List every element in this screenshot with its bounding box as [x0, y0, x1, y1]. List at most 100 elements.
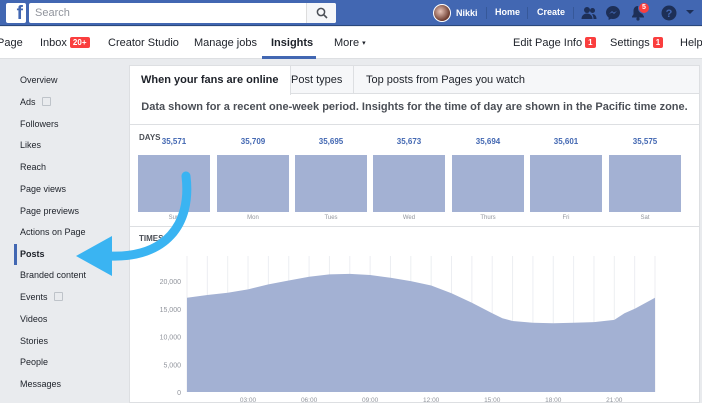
x-tick-label: 18:00 — [545, 397, 562, 402]
day-column[interactable]: 35,709 Mon — [217, 137, 289, 221]
day-bar — [452, 155, 524, 212]
sidebar-item-stories[interactable]: Stories — [20, 336, 49, 346]
divider — [573, 7, 574, 19]
sidebar-item-page-views[interactable]: Page views — [20, 184, 67, 194]
day-value: 35,673 — [396, 137, 422, 146]
sidebar-item-messages[interactable]: Messages — [20, 379, 62, 389]
tab-creator-studio[interactable]: Creator Studio — [108, 37, 179, 49]
sidebar-item-page-previews[interactable]: Page previews — [20, 206, 80, 216]
svg-text:?: ? — [666, 8, 673, 20]
day-value: 35,601 — [553, 137, 579, 146]
y-tick-label: 10,000 — [160, 335, 182, 342]
day-label: Tues — [324, 215, 338, 221]
x-tick-label: 03:00 — [240, 397, 257, 402]
help-icon[interactable]: ? — [660, 4, 678, 22]
sidebar-item-overview[interactable]: Overview — [20, 75, 58, 85]
sidebar-item-ads[interactable]: Ads — [14, 92, 120, 113]
day-value: 35,695 — [318, 137, 344, 146]
y-tick-label: 20,000 — [160, 279, 182, 286]
sidebar-item-followers[interactable]: Followers — [20, 119, 59, 129]
facebook-logo[interactable]: f — [6, 3, 26, 23]
x-tick-label: 09:00 — [362, 397, 379, 402]
insights-sidebar: Overview Ads Followers Likes Reach Page … — [0, 60, 120, 403]
avatar — [433, 4, 451, 22]
day-bar — [530, 155, 602, 212]
tab-more[interactable]: More ▾ — [334, 37, 366, 49]
x-tick-label: 12:00 — [423, 397, 440, 402]
day-bar — [609, 155, 681, 212]
sidebar-item-videos[interactable]: Videos — [20, 314, 48, 324]
day-value: 35,571 — [161, 137, 187, 146]
top-navbar: f Nikki Home Create 5 ? — [0, 0, 702, 26]
divider — [527, 7, 528, 19]
tab-help[interactable]: Help — [680, 37, 702, 49]
external-link-icon — [53, 292, 63, 301]
external-link-icon — [41, 97, 51, 106]
day-bar — [217, 155, 289, 212]
time-zone-notice: Data shown for a recent one-week period.… — [141, 101, 688, 113]
tab-post-types[interactable]: Post types — [280, 66, 355, 94]
y-tick-label: 15,000 — [160, 307, 182, 314]
tab-page[interactable]: Page — [0, 37, 23, 49]
sidebar-item-people[interactable]: People — [20, 357, 49, 367]
search-input[interactable] — [29, 3, 309, 23]
day-column[interactable]: 35,601 Fri — [530, 137, 602, 221]
day-value: 35,575 — [632, 137, 658, 146]
day-label: Sat — [640, 215, 650, 221]
day-bar — [373, 155, 445, 212]
friend-requests-icon[interactable] — [580, 4, 598, 22]
divider — [130, 226, 699, 227]
create-link[interactable]: Create — [537, 7, 566, 17]
time-series-area — [187, 273, 655, 392]
active-tab-indicator — [262, 56, 316, 59]
sidebar-item-reach[interactable]: Reach — [20, 162, 47, 172]
sidebar-item-events[interactable]: Events — [14, 287, 120, 308]
day-column[interactable]: 35,673 Wed — [373, 137, 445, 221]
home-link[interactable]: Home — [495, 7, 521, 17]
tab-inbox[interactable]: Inbox 20+ — [40, 37, 90, 49]
posts-subtabs: When your fans are online Post types Top… — [130, 66, 699, 95]
tab-insights[interactable]: Insights — [271, 37, 314, 49]
profile-link[interactable]: Nikki — [433, 4, 478, 22]
day-column[interactable]: 35,571 Sun — [138, 137, 210, 221]
times-chart: 20,000 15,000 10,000 5,000 0 03:00 06:00 09:00 1… — [130, 246, 699, 402]
messenger-icon[interactable] — [604, 4, 622, 22]
sidebar-item-branded-content[interactable]: Branded content — [20, 270, 87, 280]
day-label: Mon — [247, 215, 259, 221]
search-button[interactable] — [306, 3, 336, 23]
tab-manage-jobs[interactable]: Manage jobs — [194, 37, 257, 49]
x-tick-label: 15:00 — [484, 397, 501, 402]
day-label: Sun — [168, 215, 180, 221]
day-value: 35,694 — [475, 137, 501, 146]
insights-panel: When your fans are online Post types Top… — [129, 65, 700, 403]
day-bar — [138, 155, 210, 212]
search-icon — [316, 7, 328, 19]
divider — [486, 7, 487, 19]
search-box — [29, 3, 336, 23]
day-column[interactable]: 35,694 Thurs — [452, 137, 524, 221]
settings-badge: 1 — [652, 37, 664, 48]
tab-top-posts[interactable]: Top posts from Pages you watch — [366, 74, 525, 86]
tab-edit-page-info[interactable]: Edit Page Info 1 — [513, 37, 596, 49]
page-tabs: Page Inbox 20+ Creator Studio Manage jobs… — [0, 27, 702, 59]
edit-page-info-badge: 1 — [585, 37, 596, 48]
times-section-label: TIMES — [139, 234, 164, 243]
days-section-label: DAYS — [139, 133, 161, 142]
sidebar-item-likes[interactable]: Likes — [20, 140, 42, 150]
day-label: Wed — [402, 215, 416, 221]
notification-badge: 5 — [638, 2, 650, 14]
sidebar-item-actions-on-page[interactable]: Actions on Page — [20, 227, 86, 237]
user-name: Nikki — [456, 8, 478, 18]
y-tick-label: 5,000 — [163, 362, 181, 369]
account-menu-caret-icon[interactable] — [684, 6, 696, 18]
day-label: Thurs — [480, 215, 496, 221]
sidebar-item-posts[interactable]: Posts — [14, 244, 120, 265]
day-column[interactable]: 35,575 Sat — [609, 137, 681, 221]
day-column[interactable]: 35,695 Tues — [295, 137, 367, 221]
tab-when-fans-online[interactable]: When your fans are online — [130, 66, 291, 95]
inbox-badge: 20+ — [69, 37, 90, 48]
day-value: 35,709 — [240, 137, 266, 146]
tab-settings[interactable]: Settings 1 — [610, 37, 664, 49]
day-bar — [295, 155, 367, 212]
x-tick-label: 21:00 — [606, 397, 623, 402]
